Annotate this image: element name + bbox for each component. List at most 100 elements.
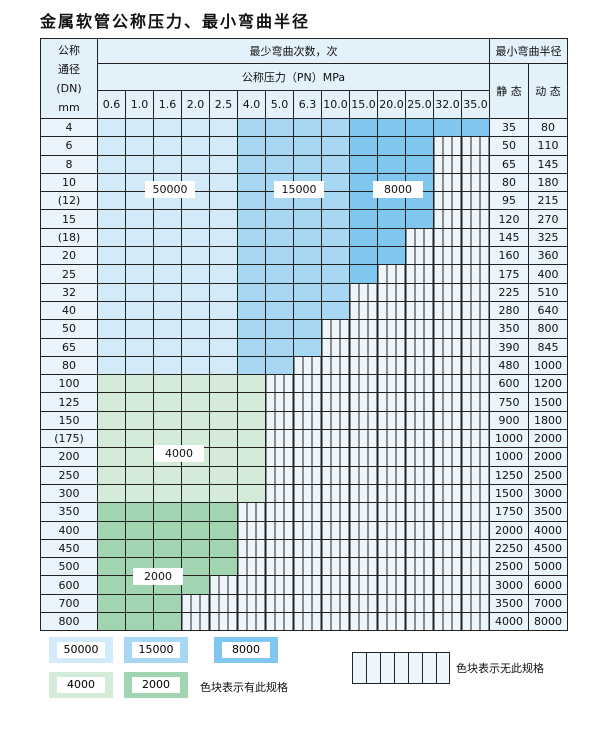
no-spec-cell <box>293 392 322 412</box>
spec-cell-4000 <box>97 483 126 504</box>
static-radius-cell: 225 <box>489 282 529 302</box>
spec-cell-50000 <box>97 117 126 138</box>
pressure-1.0: 1.0 <box>125 90 154 119</box>
spec-cell-50000 <box>209 246 238 266</box>
spec-cell-2000 <box>97 502 126 522</box>
dn-cell: 300 <box>40 483 98 504</box>
static-radius-cell: 1000 <box>489 429 529 449</box>
pressure-0.6: 0.6 <box>97 90 126 119</box>
spec-cell-15000 <box>265 154 294 174</box>
spec-cell-15000 <box>237 264 266 284</box>
no-spec-cell <box>377 264 406 284</box>
dynamic-radius-cell: 2000 <box>528 429 568 449</box>
spec-cell-50000 <box>97 246 126 266</box>
spec-cell-8000 <box>405 154 434 174</box>
spec-cell-15000 <box>237 319 266 339</box>
static-radius-cell: 145 <box>489 227 529 248</box>
table-row: 700 3500 7000 <box>40 593 568 614</box>
no-spec-cell <box>349 575 378 595</box>
spec-cell-4000 <box>237 429 266 449</box>
spec-cell-50000 <box>97 136 126 156</box>
no-spec-cell <box>265 465 294 485</box>
static-radius-cell: 3000 <box>489 575 529 595</box>
dn-cell: 10 <box>40 172 98 193</box>
no-spec-cell <box>461 520 490 540</box>
static-radius-cell: 160 <box>489 246 529 266</box>
no-spec-cell <box>321 337 350 357</box>
no-spec-cell <box>405 502 434 522</box>
spec-cell-50000 <box>209 172 238 193</box>
table-row: 4 35 80 <box>40 117 568 138</box>
spec-cell-2000 <box>209 538 238 559</box>
pressure-10.0: 10.0 <box>321 90 350 119</box>
no-spec-cell <box>237 538 266 559</box>
spec-cell-15000 <box>321 154 350 174</box>
spec-cell-50000 <box>97 337 126 357</box>
spec-cell-4000 <box>97 447 126 467</box>
spec-cell-2000 <box>97 593 126 614</box>
no-spec-cell <box>405 520 434 540</box>
header-row-1: 公称 通径 (DN) mm 最少弯曲次数，次 最小弯曲半径 <box>40 38 568 119</box>
static-radius-cell: 65 <box>489 154 529 174</box>
no-spec-cell <box>405 593 434 614</box>
spec-cell-4000 <box>181 410 210 431</box>
no-spec-cell <box>349 520 378 540</box>
no-spec-cell <box>377 465 406 485</box>
spec-cell-50000 <box>153 282 182 302</box>
no-spec-cell <box>209 575 238 595</box>
no-spec-cell <box>293 593 322 614</box>
spec-cell-15000 <box>293 117 322 138</box>
no-spec-cell <box>293 538 322 559</box>
no-spec-cell <box>321 355 350 376</box>
no-spec-cell <box>237 612 266 632</box>
table-row: 20 160 360 <box>40 246 568 266</box>
spec-cell-4000 <box>209 483 238 504</box>
no-spec-cell <box>405 227 434 248</box>
spec-cell-50000 <box>153 209 182 229</box>
no-spec-cell <box>405 429 434 449</box>
spec-cell-50000 <box>181 355 210 376</box>
pressure-35.0: 35.0 <box>461 90 490 119</box>
spec-cell-8000 <box>433 117 462 138</box>
dynamic-radius-cell: 1200 <box>528 374 568 394</box>
spec-cell-2000 <box>181 575 210 595</box>
no-spec-cell <box>377 392 406 412</box>
no-spec-cell <box>237 557 266 577</box>
spec-cell-15000 <box>293 154 322 174</box>
pressure-5.0: 5.0 <box>265 90 294 119</box>
table-row: 125 750 1500 <box>40 392 568 412</box>
no-spec-cell <box>377 374 406 394</box>
spec-cell-4000 <box>153 465 182 485</box>
no-spec-cell <box>321 557 350 577</box>
spec-cell-4000 <box>125 465 154 485</box>
no-spec-cell <box>293 374 322 394</box>
table-row: 6 50 110 <box>40 136 568 156</box>
no-spec-cell <box>265 593 294 614</box>
no-spec-cell <box>349 593 378 614</box>
spec-cell-15000 <box>321 227 350 248</box>
spec-cell-2000 <box>209 502 238 522</box>
spec-cell-2000 <box>125 593 154 614</box>
spec-cell-8000 <box>377 246 406 266</box>
dynamic-radius-cell: 325 <box>528 227 568 248</box>
dynamic-radius-cell: 800 <box>528 319 568 339</box>
no-spec-cell <box>405 374 434 394</box>
no-spec-cell <box>349 337 378 357</box>
dynamic-radius-cell: 6000 <box>528 575 568 595</box>
static-radius-cell: 4000 <box>489 612 529 632</box>
spec-cell-2000 <box>181 502 210 522</box>
spec-cell-4000 <box>181 483 210 504</box>
no-spec-cell <box>321 319 350 339</box>
no-spec-cell <box>265 538 294 559</box>
no-spec-cell <box>461 593 490 614</box>
no-spec-cell <box>321 429 350 449</box>
spec-cell-15000 <box>293 136 322 156</box>
spec-cell-50000 <box>181 300 210 321</box>
no-spec-cell <box>405 575 434 595</box>
no-spec-cell <box>405 538 434 559</box>
spec-cell-15000 <box>265 300 294 321</box>
no-spec-cell <box>349 465 378 485</box>
static-radius-cell: 1750 <box>489 502 529 522</box>
no-spec-cell <box>349 612 378 632</box>
no-spec-cell <box>405 355 434 376</box>
